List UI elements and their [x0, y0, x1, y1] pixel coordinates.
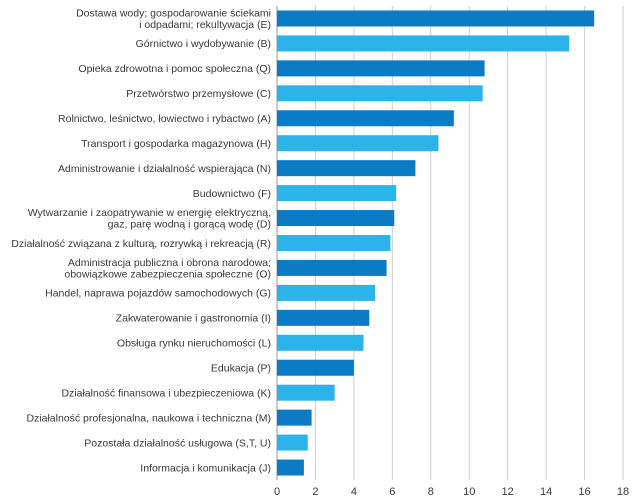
category-label: Transport i gospodarka magazynowa (H) — [81, 138, 271, 150]
bar — [277, 85, 483, 102]
bars — [277, 10, 595, 476]
bar — [277, 334, 364, 351]
x-tick-label: 12 — [502, 486, 514, 498]
category-labels: Dostawa wody; gospodarowanie ściekami i o… — [11, 8, 271, 475]
bar — [277, 10, 595, 27]
category-label: Zakwaterowanie i gastronomia (I) — [116, 313, 271, 325]
category-label: Działalność profesjonalna, naukowa i tec… — [26, 412, 271, 424]
category-label: Działalność finansowa i ubezpieczeniowa … — [61, 387, 271, 399]
x-tick-label: 14 — [540, 486, 552, 498]
category-label: Rolnictwo, leśnictwo, łowiectwo i rybact… — [58, 113, 271, 125]
category-label: Pozostała działalność usługowa (S,T, U) — [84, 437, 271, 449]
category-label: Działalność związana z kulturą, rozrywką… — [11, 238, 271, 250]
bar — [277, 309, 370, 326]
category-label: Handel, naprawa pojazdów samochodowych (… — [45, 288, 271, 300]
bar — [277, 35, 570, 52]
bar — [277, 459, 304, 476]
x-tick-label: 6 — [389, 486, 395, 498]
category-label: Dostawa wody; gospodarowanie ściekami i o… — [76, 8, 271, 32]
category-label: Przetwórstwo przemysłowe (C) — [126, 88, 271, 100]
x-tick-label: 10 — [463, 486, 475, 498]
bar — [277, 185, 397, 202]
category-label: Administracja publiczna i obrona narodow… — [64, 257, 271, 281]
gridlines — [276, 6, 624, 480]
bar — [277, 284, 376, 301]
bar — [277, 210, 395, 227]
bar — [277, 60, 485, 77]
category-label: Administrowanie i działalność wspierając… — [58, 163, 271, 175]
category-label: Górnictwo i wydobywanie (B) — [136, 38, 271, 50]
category-label: Opieka zdrowotna i pomoc społeczna (Q) — [78, 63, 271, 75]
category-label: Budownictwo (F) — [193, 188, 271, 200]
category-label: Informacja i komunikacja (J) — [140, 462, 271, 474]
category-label: Edukacja (P) — [211, 363, 271, 375]
category-label: Wytwarzanie i zaopatrywanie w energię el… — [28, 207, 271, 231]
bar — [277, 259, 387, 276]
category-label: Obsługa rynku nieruchomości (L) — [117, 338, 271, 350]
bar — [277, 409, 312, 426]
bar — [277, 359, 354, 376]
x-tick-label: 2 — [312, 486, 318, 498]
x-axis: 0 2 4 6 8 10 12 14 16 18 — [274, 486, 629, 498]
bar — [277, 434, 308, 451]
x-tick-label: 16 — [578, 486, 590, 498]
bar — [277, 110, 454, 127]
bar — [277, 135, 439, 152]
x-tick-label: 4 — [351, 486, 357, 498]
x-tick-label: 18 — [617, 486, 629, 498]
x-tick-label: 8 — [428, 486, 434, 498]
bar — [277, 384, 335, 401]
bar — [277, 160, 416, 177]
bar — [277, 235, 391, 251]
x-tick-label: 0 — [274, 486, 280, 498]
